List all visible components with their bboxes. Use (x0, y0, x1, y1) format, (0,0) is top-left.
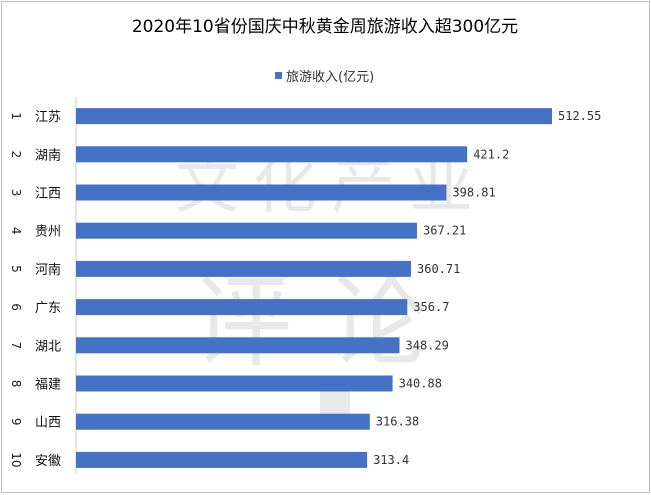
bar (76, 260, 411, 277)
bar-row: 8 福建 340.88 (9, 375, 442, 393)
category-label: 广东 (35, 301, 61, 316)
rank-label: 3 (9, 189, 23, 197)
bar-row: 7 湖北 348.29 (9, 337, 449, 354)
bar-rows: 1 江苏 512.55 2 湖南 421.2 3 江西 398.81 4 贵州 367.21 5 河南 36… (9, 108, 601, 469)
data-label: 313.4 (373, 453, 409, 467)
bar (76, 451, 368, 468)
bar (76, 299, 408, 316)
category-label: 河南 (35, 262, 61, 278)
chart-title: 2020年10省份国庆中秋黄金周旅游收入超300亿元 (132, 17, 518, 37)
bar-row: 3 江西 398.81 (9, 184, 496, 202)
watermark-char: 论 (327, 264, 427, 381)
data-label: 340.88 (399, 377, 442, 391)
bar-row: 4 贵州 367.21 (9, 222, 466, 240)
bar-row: 9 山西 316.38 (9, 413, 419, 431)
category-label: 山西 (35, 416, 61, 431)
rank-label: 7 (9, 341, 23, 349)
rank-label: 2 (9, 150, 23, 158)
legend-swatch (275, 72, 282, 79)
bar (76, 413, 370, 430)
watermark-char: 评 (192, 264, 292, 381)
data-label: 398.81 (452, 186, 495, 200)
category-label: 江苏 (35, 109, 61, 125)
rank-label: 9 (9, 418, 23, 426)
legend-label: 旅游收入(亿元) (286, 70, 374, 85)
category-label: 湖北 (35, 339, 61, 354)
rank-label: 6 (9, 303, 23, 311)
bar (76, 108, 552, 125)
data-label: 360.71 (417, 262, 460, 276)
bar-row: 6 广东 356.7 (9, 299, 449, 316)
data-label: 356.7 (413, 300, 449, 314)
category-label: 贵州 (35, 225, 61, 240)
legend: 旅游收入(亿元) (275, 70, 374, 85)
data-label: 421.2 (473, 147, 509, 161)
rank-label: 8 (9, 380, 23, 388)
rank-label: 1 (9, 112, 23, 120)
rank-label: 4 (9, 227, 23, 235)
bar-row: 1 江苏 512.55 (9, 108, 601, 125)
bar (76, 337, 400, 354)
data-label: 348.29 (406, 338, 449, 352)
bar (76, 146, 468, 163)
data-label: 512.55 (558, 109, 601, 123)
bar (76, 375, 393, 392)
bar (76, 184, 447, 201)
bar-row: 10 安徽 313.4 (9, 451, 409, 469)
data-label: 367.21 (423, 224, 466, 238)
category-label: 安徽 (35, 454, 61, 469)
data-label: 316.38 (376, 415, 419, 429)
category-label: 江西 (35, 187, 61, 202)
bar (76, 222, 417, 239)
category-label: 福建 (35, 378, 61, 393)
category-label: 湖南 (35, 147, 61, 163)
bar-row: 5 河南 360.71 (9, 260, 460, 278)
bar-row: 2 湖南 421.2 (9, 146, 509, 163)
rank-label: 5 (9, 265, 23, 273)
rank-label: 10 (9, 452, 23, 467)
